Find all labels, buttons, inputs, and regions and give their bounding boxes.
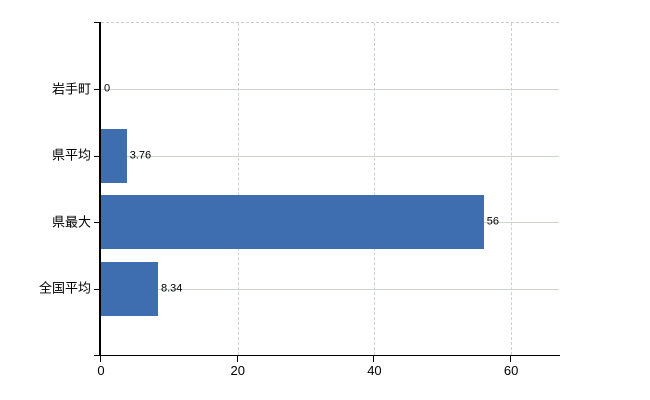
bar-全国平均 (101, 261, 158, 316)
horizontal-gridline (101, 89, 559, 91)
vertical-gridline (374, 23, 376, 355)
category-label: 全国平均 (38, 280, 91, 296)
category-label: 県最大 (51, 214, 91, 230)
y-axis-tick (94, 288, 101, 290)
x-axis-tick (373, 356, 375, 362)
category-label: 岩手町 (51, 81, 91, 97)
bar-value-label: 0 (104, 82, 111, 95)
bar-value-label: 8.34 (161, 282, 183, 295)
horizontal-gridline (101, 155, 559, 157)
x-axis-tick-label: 20 (230, 363, 245, 378)
bar-県平均 (101, 128, 127, 183)
vertical-gridline (237, 23, 239, 355)
category-label: 県平均 (51, 147, 91, 163)
x-axis-line (94, 355, 560, 356)
y-axis-tick (94, 155, 101, 157)
y-axis-tick (94, 89, 101, 91)
plot-area: 0 20 40 60 0 3.76 56 8.34 (94, 22, 559, 377)
x-axis-tick-label: 0 (97, 363, 105, 378)
x-axis-tick (236, 356, 238, 362)
bar-value-label: 3.76 (129, 149, 152, 162)
x-axis-tick (510, 356, 512, 362)
y-axis-line (99, 22, 101, 356)
y-axis-tick (94, 22, 101, 23)
category-axis-labels: 岩手町県平均県最大全国平均 (0, 22, 91, 355)
x-axis-tick (100, 356, 101, 362)
y-axis-tick (94, 222, 101, 224)
vertical-gridline (511, 23, 513, 355)
x-axis-tick-label: 40 (367, 363, 382, 378)
bar-value-label: 56 (486, 215, 500, 228)
bar-県最大 (101, 195, 484, 250)
horizontal-gridline (101, 288, 559, 290)
x-axis-tick-label: 60 (503, 363, 519, 378)
